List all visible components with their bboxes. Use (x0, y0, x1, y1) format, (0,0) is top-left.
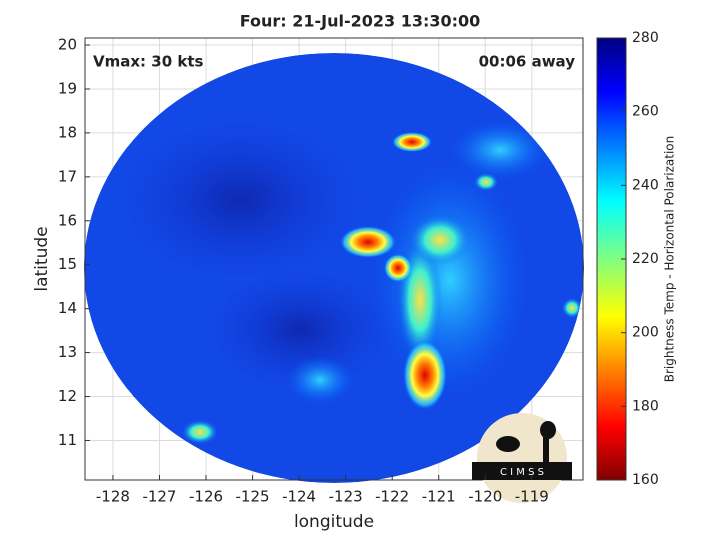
colorbar-tick-label: 280 (632, 30, 659, 46)
x-tick-label: -127 (142, 488, 176, 506)
y-tick-label: 13 (58, 343, 77, 361)
y-axis-label: latitude (32, 226, 52, 291)
colorbar-tick-label: 260 (632, 104, 659, 120)
chart-title: Four: 21-Jul-2023 13:30:00 (240, 12, 481, 31)
x-tick-label: -123 (329, 488, 363, 506)
colorbar-tick-label: 220 (632, 251, 659, 267)
colorbar-label: Brightness Temp - Horizontal Polarizatio… (663, 136, 677, 383)
satellite-field (84, 53, 584, 483)
logo: C I M S S (472, 413, 572, 503)
colorbar-tick-label: 240 (632, 177, 659, 193)
logo-text: C I M S S (500, 467, 544, 478)
x-tick-label: -120 (468, 488, 502, 506)
y-tick-label: 11 (58, 431, 77, 449)
y-tick-label: 15 (58, 255, 77, 273)
x-tick-label: -128 (96, 488, 130, 506)
y-tick-label: 14 (58, 299, 77, 317)
annotation: Vmax: 30 kts (93, 53, 203, 71)
x-tick-label: -124 (282, 488, 316, 506)
x-axis-label: longitude (294, 512, 374, 532)
x-tick-label: -126 (189, 488, 223, 506)
annotation: 00:06 away (479, 53, 576, 71)
x-tick-label: -122 (375, 488, 409, 506)
x-tick-label: -119 (515, 488, 549, 506)
x-tick-label: -121 (422, 488, 456, 506)
colorbar-tick-label: 180 (632, 398, 659, 414)
colorbar-tick-label: 200 (632, 325, 659, 341)
y-tick-label: 16 (58, 211, 77, 229)
plot-frame (84, 37, 584, 481)
y-tick-label: 17 (58, 167, 77, 185)
colorbar-tick-label: 160 (632, 472, 659, 488)
y-tick-label: 18 (58, 123, 77, 141)
x-tick-label: -125 (236, 488, 270, 506)
y-tick-label: 20 (58, 36, 77, 54)
y-tick-label: 12 (58, 387, 77, 405)
y-tick-label: 19 (58, 79, 77, 97)
